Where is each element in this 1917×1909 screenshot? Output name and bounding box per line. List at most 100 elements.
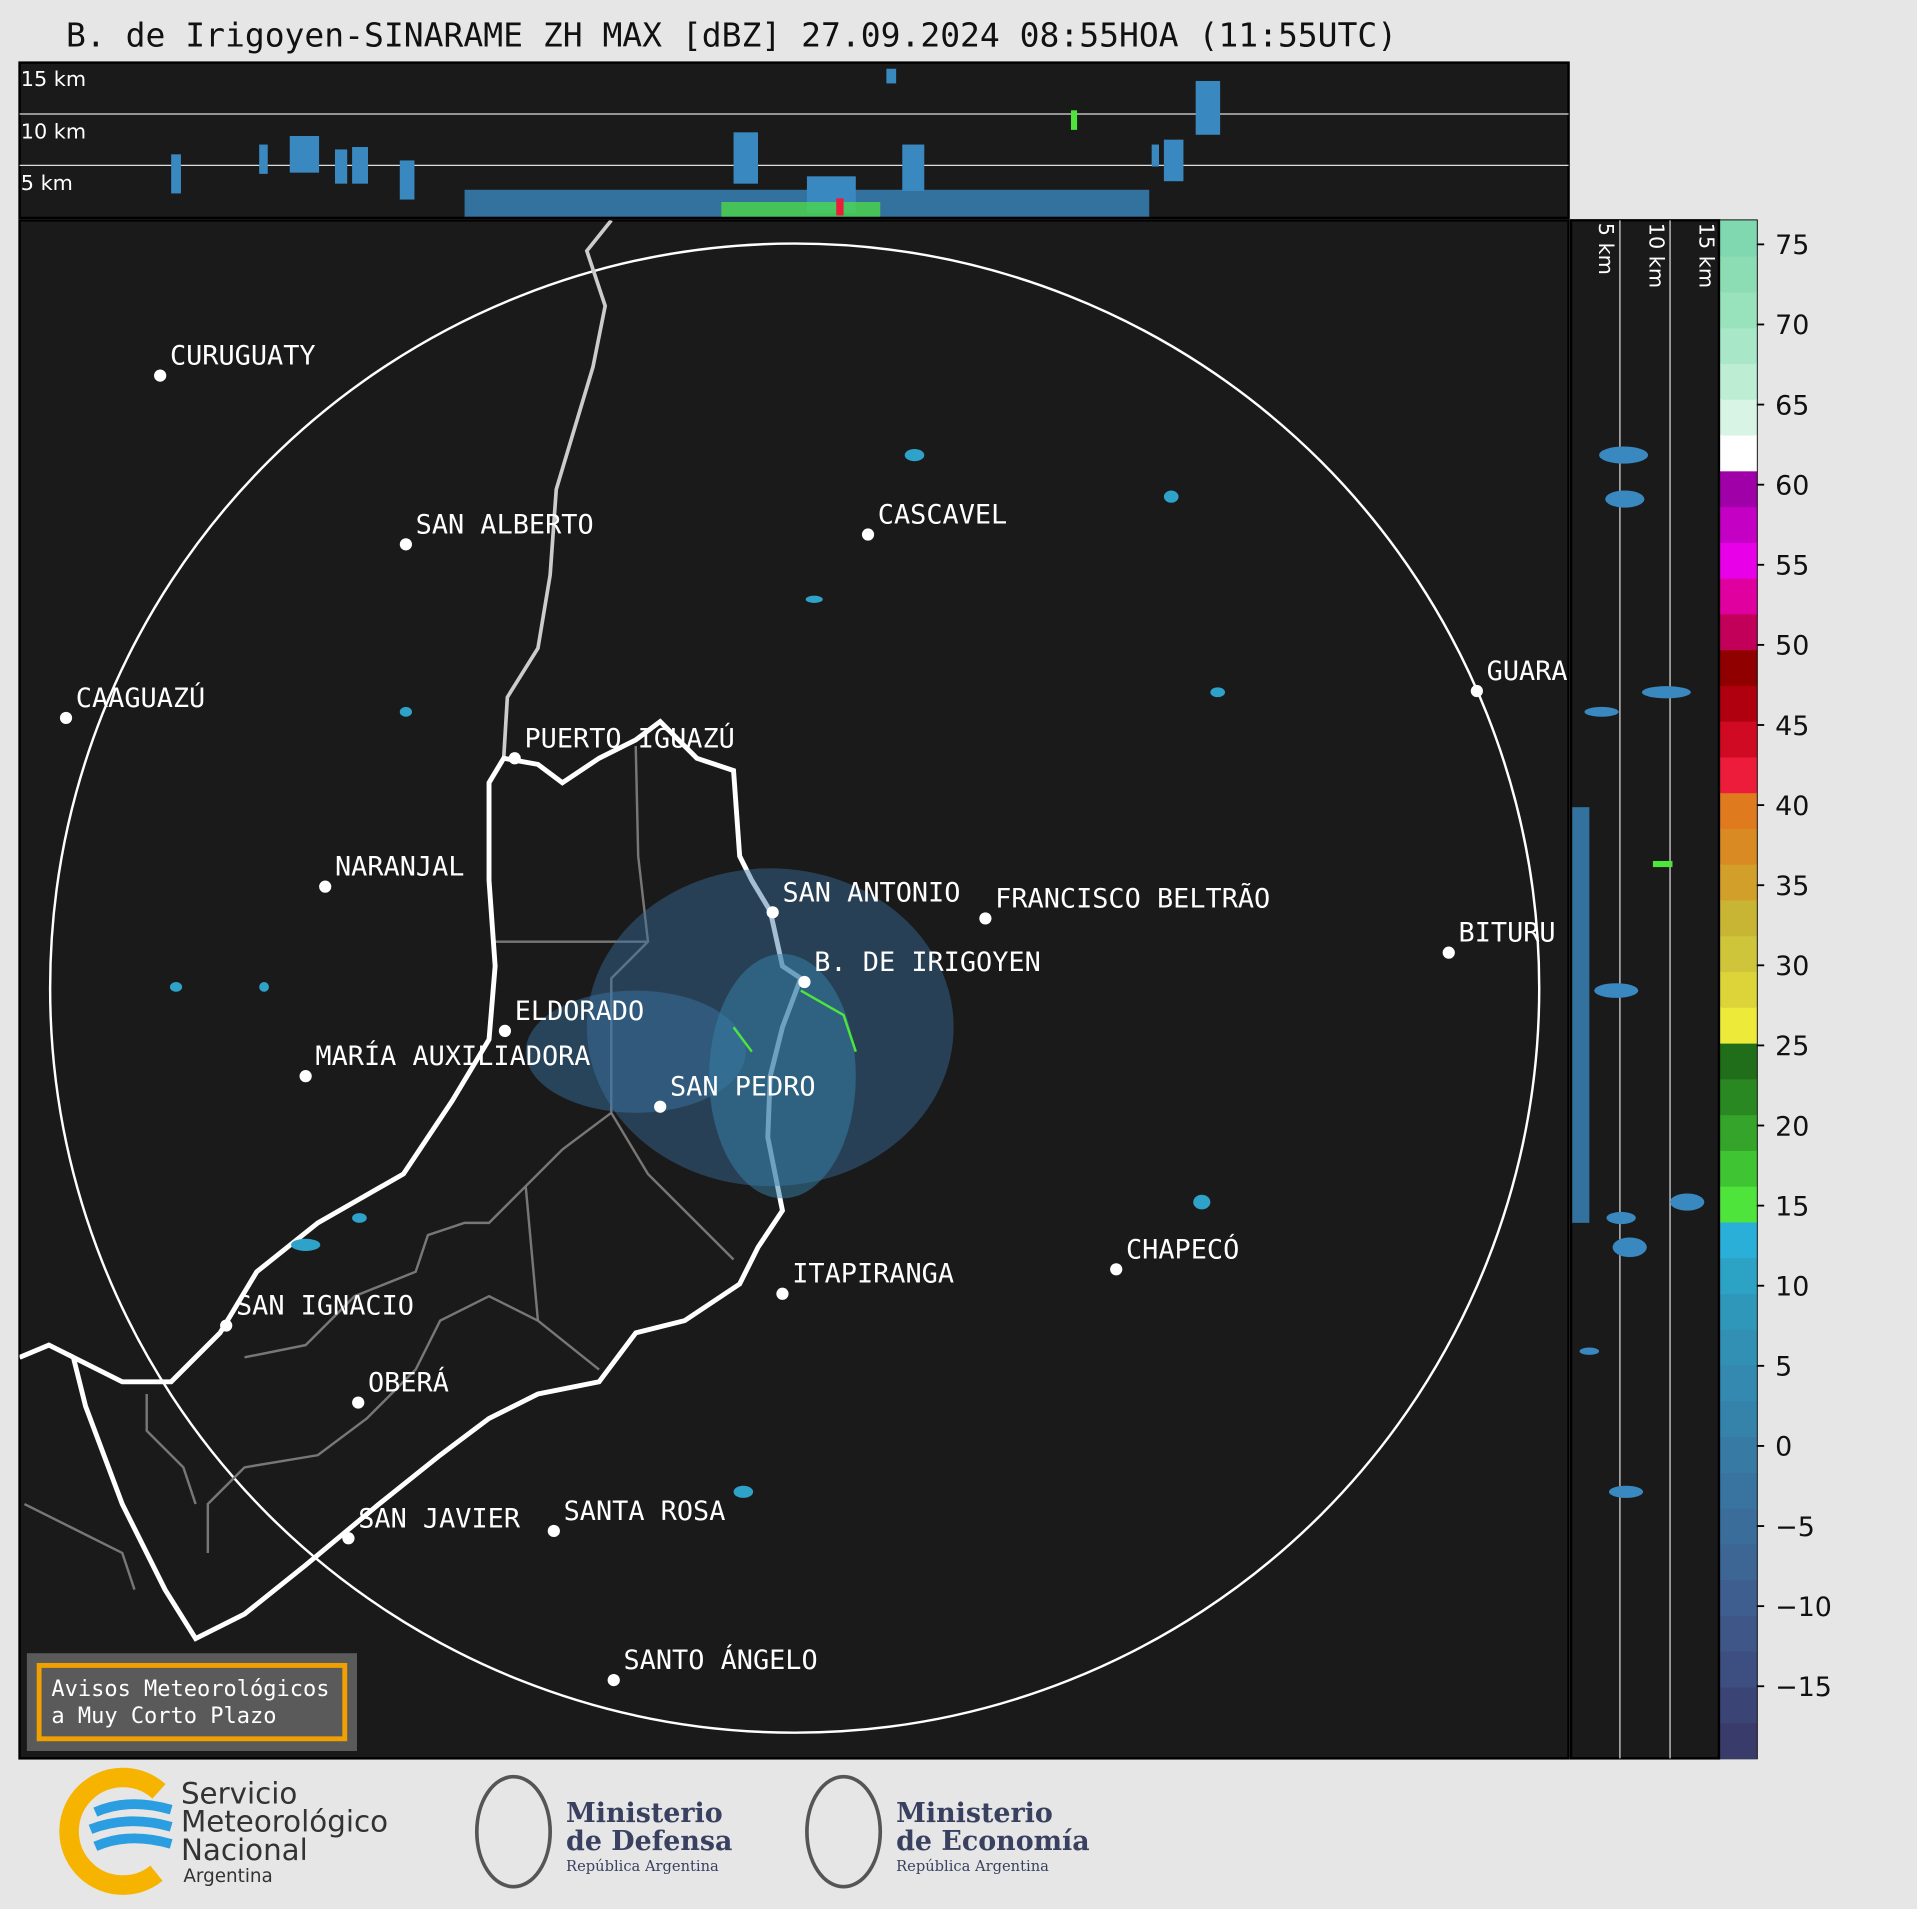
city-label: CAAGUAZÚ <box>76 682 205 714</box>
city-dot <box>1110 1263 1123 1276</box>
colorbar-tick-label: 5 <box>1775 1352 1792 1383</box>
country-border <box>501 220 613 759</box>
ministry-text: Ministerio <box>566 1798 723 1829</box>
colorbar-segment <box>1720 1651 1757 1688</box>
colorbar-tick-label: −5 <box>1775 1512 1815 1543</box>
notice-line: Avisos Meteorológicos <box>51 1677 329 1702</box>
ministry-text: República Argentina <box>896 1858 1049 1875</box>
crest <box>474 1774 552 1889</box>
city-dot <box>1470 684 1483 698</box>
province-borders <box>23 746 735 1591</box>
city-label: NARANJAL <box>335 852 464 883</box>
height-label: 10 km <box>21 119 86 143</box>
colorbar-segment <box>1720 1221 1757 1259</box>
city-label: CURUGUATY <box>170 341 316 372</box>
colorbar-tick-label: 0 <box>1775 1432 1792 1463</box>
top-echoes <box>19 68 1569 217</box>
colorbar-segment <box>1720 1400 1757 1438</box>
colorbar-segment <box>1720 899 1757 937</box>
city-label: MARÍA AUXILIADORA <box>315 1040 590 1072</box>
colorbar-tick-label: 65 <box>1775 390 1809 421</box>
city-label: SANTO ÁNGELO <box>624 1644 818 1676</box>
city-dot <box>352 1396 365 1409</box>
city-dot <box>861 528 875 541</box>
smn-logo <box>59 1767 173 1895</box>
colorbar-segment <box>1720 1543 1757 1581</box>
colorbar-segment <box>1720 1257 1757 1294</box>
colorbar-segment <box>1720 363 1757 400</box>
height-label: 15 km <box>1694 223 1718 288</box>
colorbar-segment <box>1720 792 1757 830</box>
colorbar-tick-label: 10 <box>1775 1272 1809 1303</box>
colorbar-segment <box>1720 756 1757 794</box>
colorbar-segment <box>1720 434 1757 472</box>
city-label: OBERÁ <box>368 1367 449 1399</box>
colorbar-segment <box>1720 1579 1757 1616</box>
city-dot <box>154 369 167 382</box>
city-dot <box>508 752 521 765</box>
city-dot <box>59 711 73 725</box>
colorbar-tick-label: 15 <box>1775 1191 1809 1222</box>
colorbar-segment <box>1720 1615 1757 1652</box>
map-layer: CURUGUATY SAN ALBERTO CASCAVEL CAAGUAZÚ PUER… <box>19 220 1568 1734</box>
colorbar-tick-label: 25 <box>1775 1031 1809 1062</box>
city-dot <box>1442 946 1455 959</box>
colorbar-segment <box>1720 1686 1757 1724</box>
city-dot <box>399 538 413 551</box>
province-outline <box>69 718 804 1642</box>
city-dot <box>607 1673 620 1687</box>
height-label: 15 km <box>21 67 86 91</box>
colorbar-tick-label: 70 <box>1775 310 1809 341</box>
colorbar-segment <box>1720 256 1757 293</box>
city-dot <box>654 1100 667 1113</box>
colorbar-segment <box>1720 1722 1757 1759</box>
city-label: B. DE IRIGOYEN <box>814 947 1041 978</box>
colorbar-tick-label: 20 <box>1775 1111 1809 1142</box>
colorbar-segment <box>1720 470 1757 508</box>
city-dot <box>498 1024 512 1038</box>
smn-text: Argentina <box>183 1866 272 1887</box>
colorbar-segment <box>1720 685 1757 722</box>
city-label: GUARA <box>1487 656 1568 687</box>
city-label: CHAPECÓ <box>1126 1233 1239 1265</box>
height-label: 5 km <box>1594 223 1618 275</box>
colorbar-tick-label: 60 <box>1775 470 1809 501</box>
city-dot <box>776 1287 789 1300</box>
smn-text: Nacional <box>181 1833 308 1867</box>
echoes <box>169 448 1226 1498</box>
height-label: 5 km <box>21 171 73 195</box>
ministry-text: República Argentina <box>566 1858 719 1875</box>
colorbar-segment <box>1720 291 1757 329</box>
colorbar-segment <box>1720 1293 1757 1330</box>
height-label: 10 km <box>1644 223 1668 288</box>
colorbar-segment <box>1720 542 1757 579</box>
ministry-text: de Economía <box>896 1826 1090 1857</box>
crest <box>805 1774 883 1889</box>
city-label: BITURU <box>1459 918 1556 949</box>
ministry-text: Ministerio <box>896 1798 1053 1829</box>
colorbar-segment <box>1720 1042 1757 1080</box>
colorbar-segment <box>1720 1507 1757 1545</box>
colorbar-segment <box>1720 935 1757 973</box>
title: B. de Irigoyen-SINARAME ZH MAX [dBZ] 27.… <box>66 16 1397 55</box>
city-dot <box>798 975 811 989</box>
city-dot <box>547 1524 560 1538</box>
city-dot <box>766 906 779 919</box>
colorbar-tick-label: 55 <box>1775 551 1809 582</box>
notice-box <box>26 1653 357 1752</box>
smn-text: Meteorológico <box>181 1805 388 1839</box>
colorbar-segment <box>1720 828 1757 865</box>
colorbar-segment <box>1720 220 1757 257</box>
colorbar-tick-label: 45 <box>1775 711 1809 742</box>
city-label: SAN JAVIER <box>358 1503 521 1534</box>
colorbar-segment <box>1720 506 1757 543</box>
city-label: SANTA ROSA <box>564 1496 726 1527</box>
colorbar-segment <box>1720 327 1757 365</box>
city-label: SAN ALBERTO <box>416 509 594 540</box>
city-label: SAN IGNACIO <box>236 1291 414 1322</box>
colorbar-segment <box>1720 649 1757 686</box>
ministry-text: de Defensa <box>566 1826 732 1857</box>
city-label: SAN PEDRO <box>670 1072 816 1103</box>
colorbar-segment <box>1720 1436 1757 1473</box>
